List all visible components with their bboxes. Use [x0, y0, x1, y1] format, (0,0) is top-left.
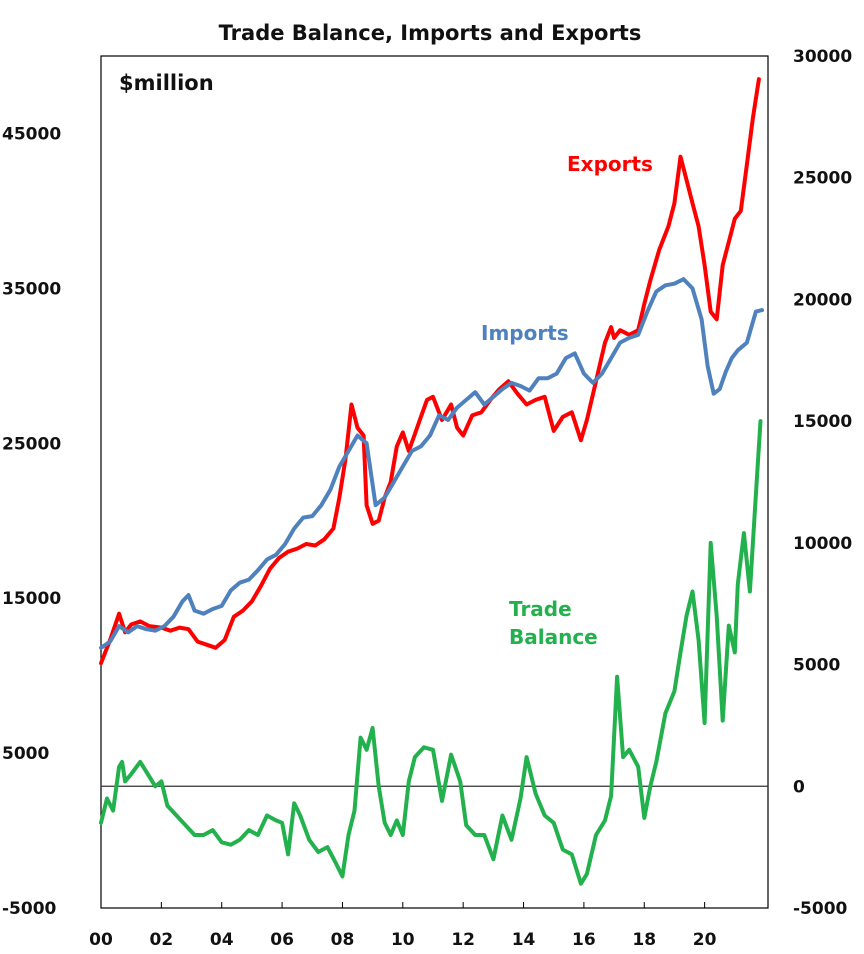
- series-layer: [99, 77, 764, 886]
- series-annotation-label: Imports: [481, 321, 569, 345]
- x-tick-label: 04: [210, 930, 234, 950]
- x-tick-label: 16: [572, 930, 596, 950]
- left-y-tick-label: 45000: [2, 124, 61, 144]
- left-y-tick-label: 15000: [2, 589, 61, 609]
- right-y-tick-label: 20000: [793, 290, 852, 310]
- left-y-axis: -5000 5000 15000 25000 35000 45000: [2, 124, 61, 919]
- x-tick-label: 18: [632, 930, 656, 950]
- x-tick-label: 00: [89, 930, 113, 950]
- left-y-tick-label: -5000: [2, 899, 57, 919]
- series-annotation-label: Trade Balance: [509, 597, 598, 649]
- right-y-tick-label: 15000: [793, 412, 852, 432]
- x-tick-label: 06: [270, 930, 294, 950]
- right-y-tick-label: 0: [793, 777, 805, 797]
- exports-series-line: [99, 77, 761, 666]
- x-tick-label: 12: [451, 930, 475, 950]
- series-annotation-label: Exports: [567, 152, 653, 176]
- x-tick-label: 08: [331, 930, 355, 950]
- right-y-tick-label: 30000: [793, 47, 852, 67]
- left-y-tick-label: 25000: [2, 434, 61, 454]
- imports-series-line: [99, 277, 764, 650]
- right-y-tick-label: 25000: [793, 169, 852, 189]
- right-y-tick-label: 5000: [793, 656, 840, 676]
- x-tick-label: 02: [150, 930, 174, 950]
- x-tick-label: 10: [391, 930, 415, 950]
- trade-balance-series-line: [99, 419, 763, 886]
- x-tick-label: 14: [512, 930, 536, 950]
- right-y-tick-label: -5000: [793, 899, 848, 919]
- left-y-tick-label: 5000: [2, 744, 49, 764]
- plot-area-frame: [100, 55, 769, 909]
- left-y-tick-label: 35000: [2, 279, 61, 299]
- x-axis: 00 02 04 06 08 10 12 14 16 18 20: [89, 902, 717, 950]
- right-y-tick-label: 10000: [793, 534, 852, 554]
- right-y-axis: -5000 0 5000 10000 15000 20000 25000 30000: [793, 47, 852, 919]
- chart-title: Trade Balance, Imports and Exports: [219, 21, 642, 45]
- series-annotations: Exports Imports Trade Balance: [481, 152, 653, 649]
- x-tick-label: 20: [693, 930, 717, 950]
- unit-label: $million: [119, 71, 214, 95]
